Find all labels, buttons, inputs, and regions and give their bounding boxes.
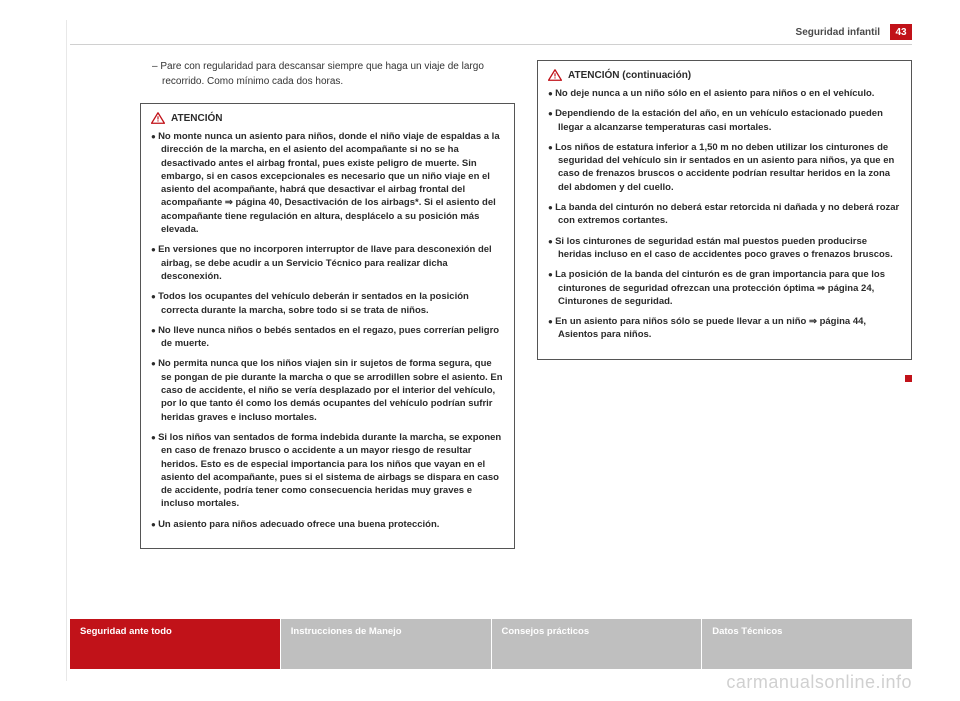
warning-item: Dependiendo de la estación del año, en u… bbox=[548, 107, 901, 134]
tab-instrucciones[interactable]: Instrucciones de Manejo bbox=[280, 619, 491, 669]
page-header: Seguridad infantil 43 bbox=[796, 24, 912, 40]
warning-triangle-icon bbox=[151, 112, 165, 124]
left-column: – Pare con regularidad para descansar si… bbox=[140, 60, 515, 549]
page-number: 43 bbox=[890, 24, 912, 40]
tab-datos[interactable]: Datos Técnicos bbox=[701, 619, 912, 669]
warning-item: No deje nunca a un niño sólo en el asien… bbox=[548, 87, 901, 100]
warning-box-left: ATENCIÓN No monte nunca un asiento para … bbox=[140, 103, 515, 549]
warning-item: Un asiento para niños adecuado ofrece un… bbox=[151, 518, 504, 531]
tab-seguridad[interactable]: Seguridad ante todo bbox=[70, 619, 280, 669]
section-title: Seguridad infantil bbox=[796, 27, 880, 38]
warning-item: Los niños de estatura inferior a 1,50 m … bbox=[548, 141, 901, 194]
right-column: ATENCIÓN (continuación) No deje nunca a … bbox=[537, 60, 912, 549]
page-spine bbox=[66, 20, 67, 681]
warning-title-cont: ATENCIÓN (continuación) bbox=[568, 70, 691, 81]
warning-item: La banda del cinturón no deberá estar re… bbox=[548, 201, 901, 228]
warning-header-cont: ATENCIÓN (continuación) bbox=[548, 69, 901, 81]
warning-item: Todos los ocupantes del vehículo deberán… bbox=[151, 290, 504, 317]
watermark: carmanualsonline.info bbox=[726, 672, 912, 693]
warning-title: ATENCIÓN bbox=[171, 113, 222, 124]
content-area: – Pare con regularidad para descansar si… bbox=[140, 60, 912, 549]
warning-item: En versiones que no incorporen interrupt… bbox=[151, 243, 504, 283]
warning-item: La posición de la banda del cinturón es … bbox=[548, 268, 901, 308]
warning-header: ATENCIÓN bbox=[151, 112, 504, 124]
warning-item: Si los niños van sentados de forma indeb… bbox=[151, 431, 504, 511]
warning-box-right: ATENCIÓN (continuación) No deje nunca a … bbox=[537, 60, 912, 360]
warning-list-left: No monte nunca un asiento para niños, do… bbox=[151, 130, 504, 531]
intro-text: – Pare con regularidad para descansar si… bbox=[140, 60, 515, 89]
warning-triangle-icon bbox=[548, 69, 562, 81]
warning-item: No lleve nunca niños o bebés sentados en… bbox=[151, 324, 504, 351]
warning-list-right: No deje nunca a un niño sólo en el asien… bbox=[548, 87, 901, 342]
tab-consejos[interactable]: Consejos prácticos bbox=[491, 619, 702, 669]
warning-item: En un asiento para niños sólo se puede l… bbox=[548, 315, 901, 342]
manual-page: Seguridad infantil 43 – Pare con regular… bbox=[0, 0, 960, 701]
footer-tabs: Seguridad ante todo Instrucciones de Man… bbox=[70, 619, 912, 669]
warning-item: No monte nunca un asiento para niños, do… bbox=[151, 130, 504, 236]
warning-item: Si los cinturones de seguridad están mal… bbox=[548, 235, 901, 262]
header-divider bbox=[70, 44, 912, 45]
section-end-marker-icon bbox=[905, 375, 912, 382]
warning-item: No permita nunca que los niños viajen si… bbox=[151, 357, 504, 423]
